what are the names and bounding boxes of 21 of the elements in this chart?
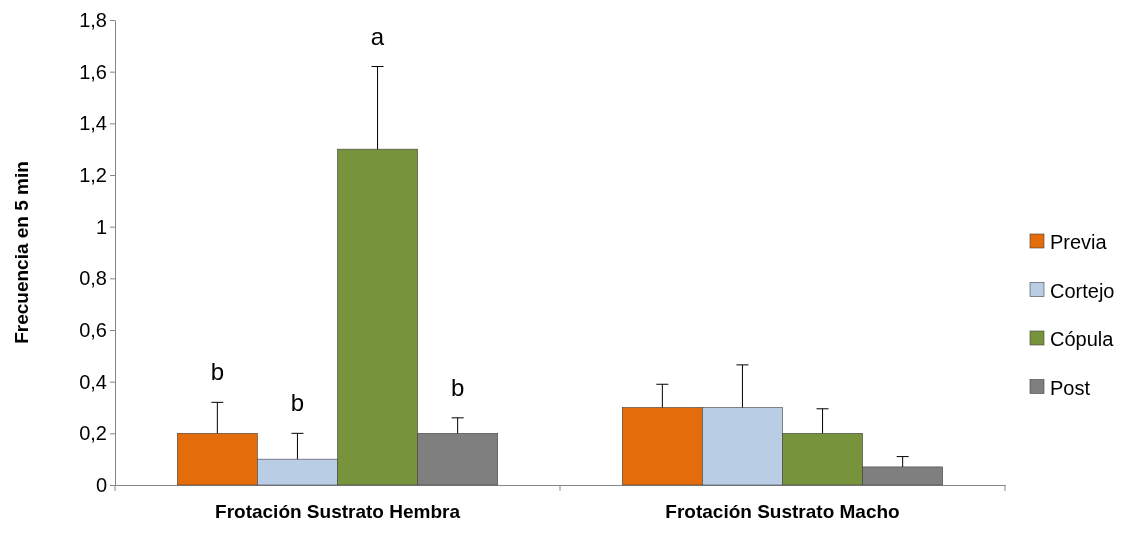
annotation: b [290, 389, 305, 417]
annotation: a [370, 22, 385, 50]
y-tick-label: 1,2 [79, 163, 107, 186]
x-tick-label: Frotación Sustrato Macho [665, 501, 900, 523]
y-tick-label: 1,4 [79, 112, 107, 135]
y-tick-label: 1,6 [79, 60, 107, 83]
legend-label: Cópula [1050, 328, 1115, 350]
y-tick-label: 1,8 [79, 8, 107, 31]
y-axis-title: Frecuencia en 5 min [11, 161, 32, 344]
y-tick-label: 0,8 [79, 267, 107, 290]
y-tick-label: 1 [95, 215, 107, 238]
y-tick-label: 0,2 [79, 422, 107, 445]
annotation: b [450, 373, 465, 401]
legend-label: Previa [1050, 231, 1108, 253]
legend-label: Post [1050, 376, 1091, 399]
x-tick-label: Frotación Sustrato Hembra [215, 501, 461, 523]
legend-label: Cortejo [1050, 279, 1115, 302]
annotation: b [210, 358, 225, 386]
y-tick-label: 0,6 [79, 318, 107, 341]
y-tick-label: 0 [95, 473, 107, 496]
y-tick-label: 0,4 [79, 370, 107, 393]
